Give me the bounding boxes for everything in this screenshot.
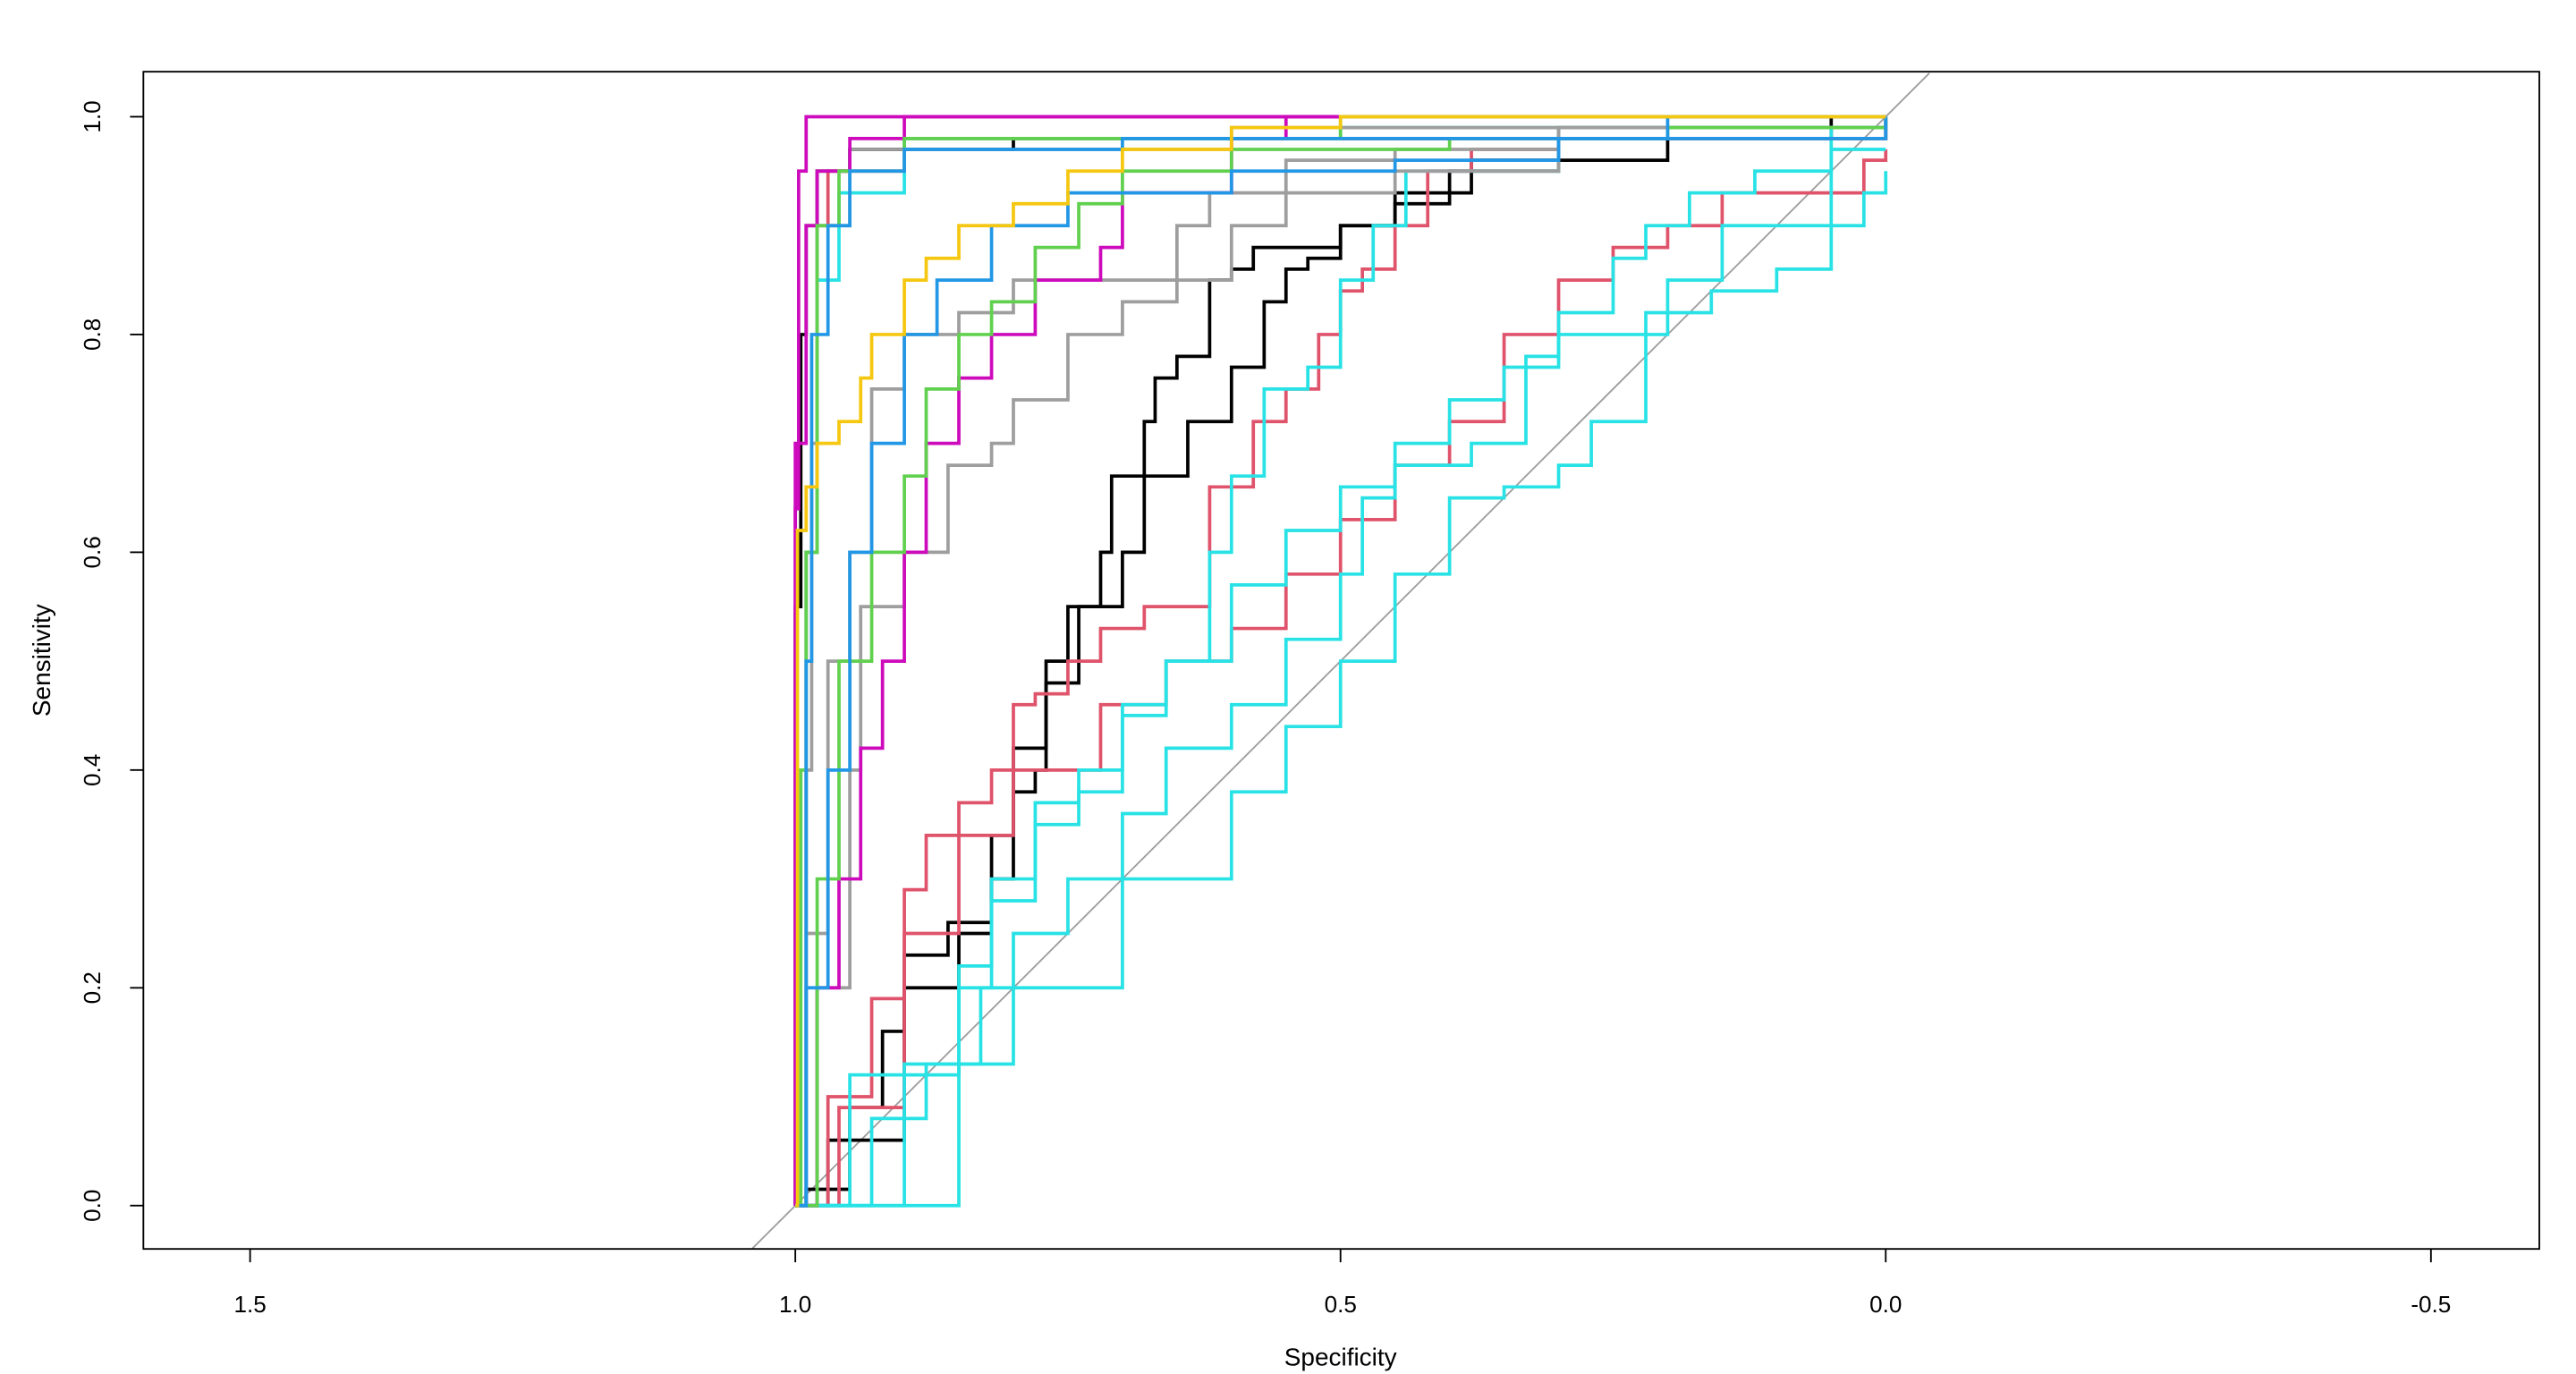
x-tick-label: 0.5	[1325, 1291, 1357, 1318]
y-tick-label: 1.0	[79, 100, 106, 132]
x-tick-label: 0.0	[1869, 1291, 1902, 1318]
y-tick-label: 0.4	[79, 754, 106, 786]
roc-curve-black-b	[795, 137, 1886, 1208]
x-tick-label: 1.5	[233, 1291, 266, 1318]
roc-curve-red-a	[795, 116, 1888, 1208]
roc-curve-cyan-d	[795, 116, 1888, 1208]
y-axis-label: Sensitivity	[28, 604, 55, 717]
y-axis: 0.0 0.2 0.4 0.6 0.8 1.0	[79, 100, 144, 1222]
roc-curve-cyan-c	[795, 171, 1888, 1208]
roc-curve-magenta-a	[793, 114, 1886, 1206]
y-tick-label: 0.0	[79, 1190, 106, 1222]
roc-curve-yellow-a	[795, 114, 1886, 1208]
y-tick-label: 0.6	[79, 536, 106, 568]
roc-curve-cyan-b	[795, 116, 1888, 1208]
roc-curve-blue-a	[795, 114, 1886, 1208]
x-axis: 1.5 1.0 0.5 0.0 -0.5	[233, 1249, 2451, 1318]
y-tick-label: 0.8	[79, 318, 106, 351]
y-tick-label: 0.2	[79, 971, 106, 1004]
roc-curve-blue-b	[795, 116, 1888, 1208]
x-tick-label: 1.0	[779, 1291, 811, 1318]
roc-curve-magenta-c	[793, 114, 1886, 1206]
x-axis-label: Specificity	[1284, 1344, 1397, 1371]
roc-curve-red-b	[795, 149, 1888, 1208]
roc-curves	[750, 72, 1930, 1250]
x-tick-label: -0.5	[2411, 1291, 2451, 1318]
roc-curve-green-a	[795, 116, 1888, 1208]
